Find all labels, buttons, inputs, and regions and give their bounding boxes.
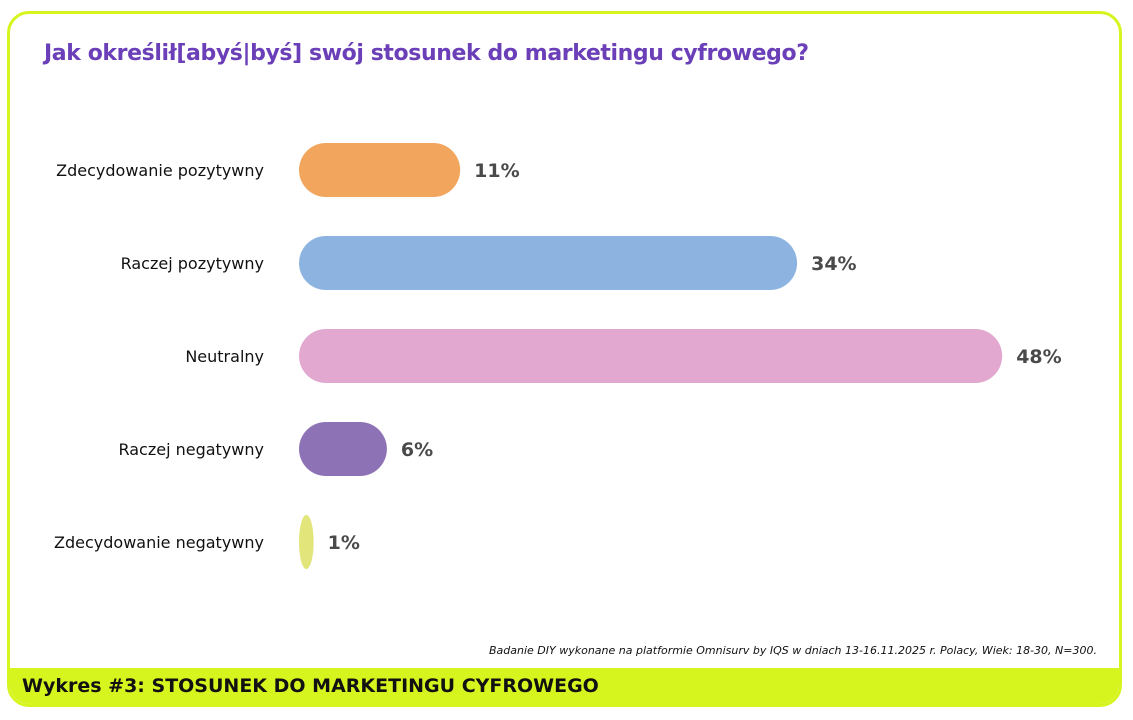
chart-card: Jak określił[abyś|byś] swój stosunek do … (7, 11, 1122, 707)
value-label: 1% (328, 532, 360, 554)
value-label: 34% (811, 253, 856, 275)
value-label: 11% (474, 160, 519, 182)
bar (299, 515, 314, 569)
bar (299, 143, 461, 197)
source-note: Badanie DIY wykonane na platformie Omnis… (489, 644, 1097, 657)
bar (299, 236, 798, 290)
category-label: Raczej pozytywny (121, 254, 264, 273)
footer-bar: Wykres #3: STOSUNEK DO MARKETINGU CYFROW… (10, 668, 1119, 704)
bar (299, 329, 1003, 383)
category-label: Zdecydowanie pozytywny (56, 161, 264, 180)
chart-title: Jak określił[abyś|byś] swój stosunek do … (44, 41, 809, 66)
value-label: 6% (401, 439, 433, 461)
category-label: Neutralny (185, 347, 264, 366)
bar (299, 422, 387, 476)
category-label: Raczej negatywny (118, 440, 264, 459)
value-label: 48% (1016, 346, 1061, 368)
category-label: Zdecydowanie negatywny (54, 533, 264, 552)
footer-label: Wykres #3: STOSUNEK DO MARKETINGU CYFROW… (22, 675, 599, 697)
bar-chart: Zdecydowanie pozytywny 11% Raczej pozytywn… (54, 143, 1062, 569)
